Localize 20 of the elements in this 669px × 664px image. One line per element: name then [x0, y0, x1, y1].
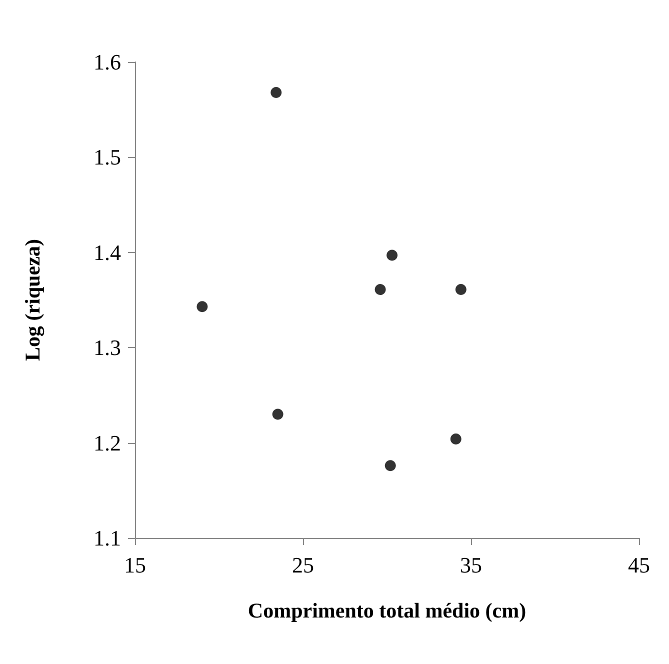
point — [270, 86, 282, 98]
point — [386, 250, 398, 261]
point — [384, 460, 396, 472]
y-tick-label: 1.4 — [94, 240, 121, 265]
point — [450, 433, 462, 444]
y-tick-label: 1.6 — [94, 50, 121, 74]
y-tick-label: 1.3 — [94, 335, 121, 360]
x-tick-label: 35 — [460, 552, 482, 578]
y-axis-title: Log (riqueza) — [20, 239, 44, 361]
point — [374, 284, 386, 296]
x-tick-label: 45 — [628, 552, 650, 578]
y-tick-label: 1.1 — [94, 526, 121, 550]
y-tick-label: 1.2 — [94, 430, 121, 456]
point — [455, 284, 466, 296]
y-tick-label: 1.5 — [94, 144, 121, 170]
x-axis-title: Comprimento total médio (cm) — [248, 598, 526, 622]
point — [196, 301, 208, 312]
x-tick-label: 25 — [292, 552, 314, 578]
point — [272, 408, 284, 420]
x-tick-label: 15 — [124, 552, 146, 578]
